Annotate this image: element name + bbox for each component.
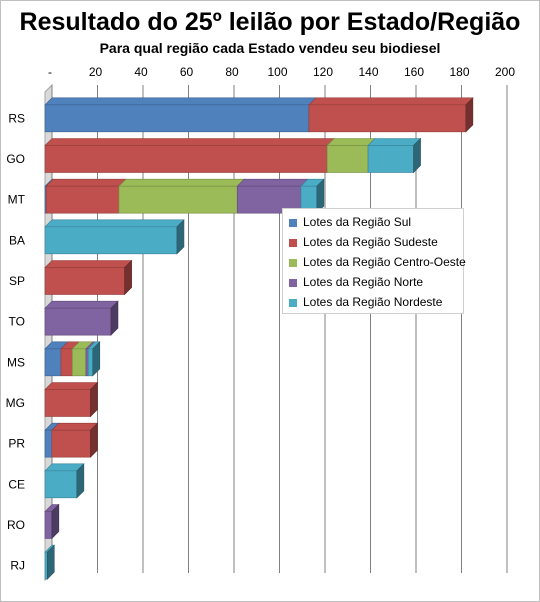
bar-end-face <box>465 97 474 133</box>
legend-label: Lotes da Região Sudeste <box>303 235 438 249</box>
x-tick-label: - <box>48 65 52 79</box>
bar-segment <box>44 260 133 295</box>
bar-segment <box>44 300 119 336</box>
y-category-label: RO <box>7 518 25 532</box>
legend-swatch <box>289 278 297 287</box>
legend-swatch <box>289 298 297 307</box>
legend-entry: Lotes da Região Sul <box>289 215 411 233</box>
bar-segment <box>44 504 60 539</box>
y-category-label: RS <box>8 111 25 125</box>
bar-segment <box>44 219 185 255</box>
y-category-label: MT <box>8 193 26 207</box>
legend-label: Lotes da Região Sul <box>303 215 412 229</box>
x-tick-label: 20 <box>89 65 103 79</box>
bar-end-face <box>90 422 98 458</box>
bar-segment <box>44 138 335 173</box>
bar-end-face <box>176 219 185 255</box>
legend-swatch <box>289 238 297 247</box>
bar-segment <box>44 463 85 499</box>
legend-swatch <box>289 218 297 227</box>
x-tick-label: 140 <box>358 65 378 79</box>
bar-end-face <box>46 544 55 580</box>
x-tick-label: 60 <box>180 65 194 79</box>
y-category-label: PR <box>8 437 25 451</box>
x-tick-label: 40 <box>134 65 148 79</box>
y-category-label: CE <box>8 477 25 491</box>
bar-end-face <box>124 259 132 296</box>
bar-segment <box>51 422 99 458</box>
bar-end-face <box>413 137 421 174</box>
legend-entry: Lotes da Região Nordeste <box>289 295 442 313</box>
legend-entry: Lotes da Região Sudeste <box>289 235 438 253</box>
y-category-label: SP <box>9 274 25 288</box>
bar-segment <box>45 178 127 214</box>
legend-label: Lotes da Região Centro-Oeste <box>303 255 466 269</box>
bar-segment <box>44 382 99 417</box>
x-tick-label: 180 <box>449 65 469 79</box>
bar-end-face <box>316 178 325 214</box>
x-tick-label: 80 <box>225 65 239 79</box>
bar-segment <box>326 138 376 173</box>
legend-entry: Lotes da Região Norte <box>289 275 423 293</box>
chart-legend: Lotes da Região Sul Lotes da Região Sudes… <box>282 208 466 314</box>
x-tick-label: 200 <box>495 65 515 79</box>
y-category-label: GO <box>6 152 25 166</box>
x-tick-label: 120 <box>313 65 333 79</box>
bar-segment <box>308 97 474 133</box>
legend-label: Lotes da Região Norte <box>303 275 424 289</box>
bar-segment <box>44 97 317 133</box>
bar-segment <box>367 138 422 173</box>
bar-segment <box>118 178 245 214</box>
bar-end-face <box>76 463 85 499</box>
y-category-label: TO <box>9 315 25 329</box>
chart-subtitle: Para qual região cada Estado vendeu seu … <box>99 40 441 56</box>
y-category-label: MS <box>7 355 25 369</box>
legend-swatch <box>289 258 297 267</box>
legend-entry: Lotes da Região Centro-Oeste <box>289 255 466 273</box>
chart-title: Resultado do 25º leilão por Estado/Regiã… <box>19 8 521 36</box>
bar-end-face <box>51 503 60 540</box>
x-tick-label: 100 <box>267 65 287 79</box>
y-category-label: RJ <box>10 559 25 573</box>
y-category-label: BA <box>9 233 25 247</box>
bar-end-face <box>90 381 98 418</box>
x-tick-label: 160 <box>404 65 424 79</box>
bar-end-face <box>92 341 101 377</box>
bar-end-face <box>110 300 119 336</box>
legend-label: Lotes da Região Nordeste <box>303 295 443 309</box>
y-category-label: MG <box>6 396 25 410</box>
